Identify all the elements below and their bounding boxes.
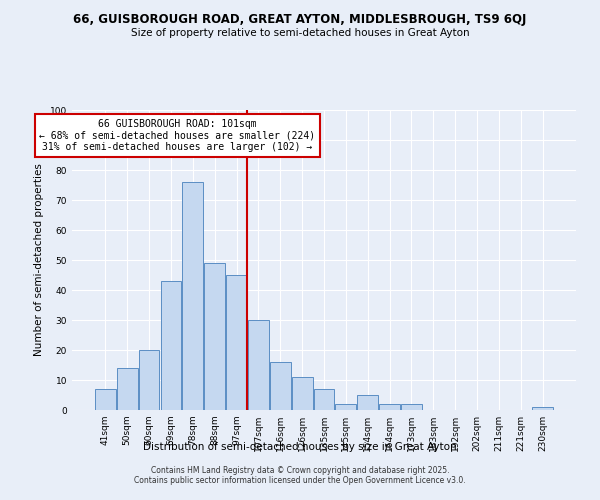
Bar	[204, 263, 225, 410]
Bar	[335, 404, 356, 410]
Bar	[95, 389, 116, 410]
Text: 66, GUISBOROUGH ROAD, GREAT AYTON, MIDDLESBROUGH, TS9 6QJ: 66, GUISBOROUGH ROAD, GREAT AYTON, MIDDL…	[73, 12, 527, 26]
Bar	[182, 182, 203, 410]
Text: Contains HM Land Registry data © Crown copyright and database right 2025.
Contai: Contains HM Land Registry data © Crown c…	[134, 466, 466, 485]
Bar	[532, 407, 553, 410]
Text: Distribution of semi-detached houses by size in Great Ayton: Distribution of semi-detached houses by …	[143, 442, 457, 452]
Bar	[358, 395, 378, 410]
Bar	[314, 389, 334, 410]
Text: Size of property relative to semi-detached houses in Great Ayton: Size of property relative to semi-detach…	[131, 28, 469, 38]
Bar	[248, 320, 269, 410]
Bar	[226, 275, 247, 410]
Bar	[117, 368, 137, 410]
Bar	[401, 404, 422, 410]
Bar	[139, 350, 160, 410]
Bar	[379, 404, 400, 410]
Bar	[161, 281, 181, 410]
Bar	[270, 362, 290, 410]
Bar	[292, 377, 313, 410]
Text: 66 GUISBOROUGH ROAD: 101sqm
← 68% of semi-detached houses are smaller (224)
31% : 66 GUISBOROUGH ROAD: 101sqm ← 68% of sem…	[40, 119, 316, 152]
Y-axis label: Number of semi-detached properties: Number of semi-detached properties	[34, 164, 44, 356]
